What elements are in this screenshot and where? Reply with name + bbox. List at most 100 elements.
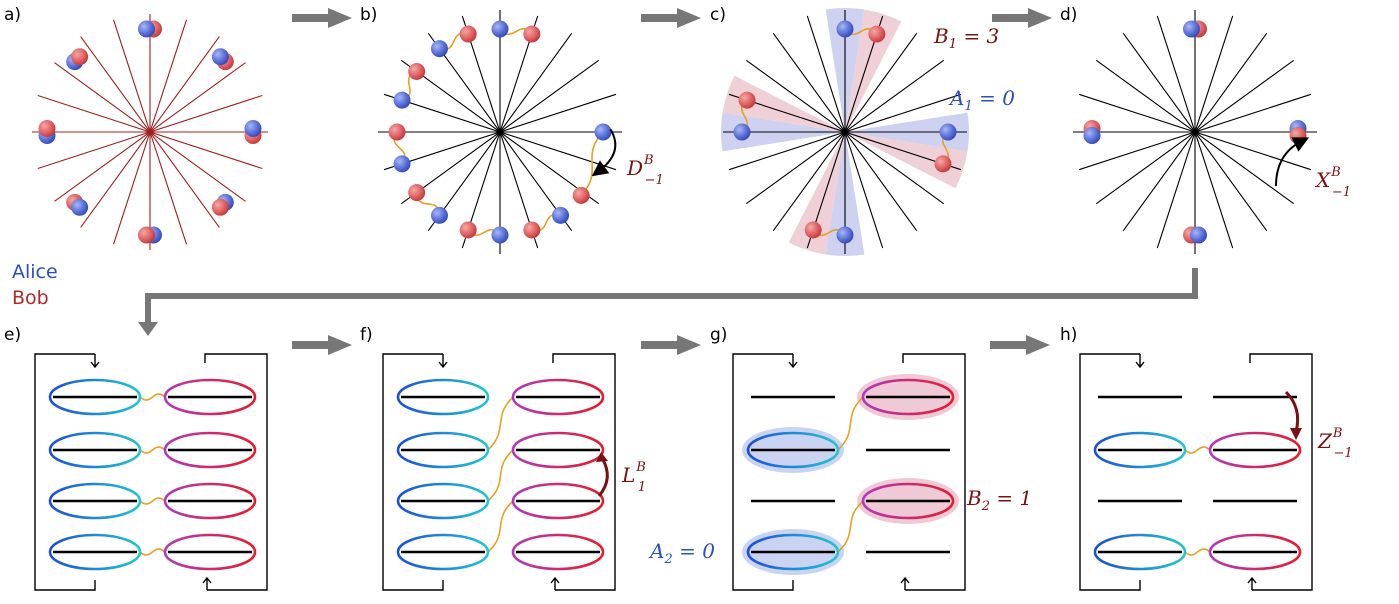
panel-e-bob-state xyxy=(163,482,257,520)
panel-g-alice-state xyxy=(746,533,840,571)
panel-e-frame-right xyxy=(204,353,268,591)
panel-c-sector-bob-3 xyxy=(845,132,968,189)
panel-label-f: f) xyxy=(360,325,373,345)
flow-arrow-icon xyxy=(138,322,158,336)
panel-f-link-2 xyxy=(487,500,514,553)
panel-b-bob-ball xyxy=(523,221,541,239)
panel-b-alice-ball xyxy=(552,206,570,224)
panel-a-pair-5-bob-ball xyxy=(71,48,89,66)
panel-h-alice-state xyxy=(1093,431,1187,469)
legend-bob: Bob xyxy=(12,287,49,309)
flow-arrow-icon xyxy=(641,8,701,28)
flow-arrow-icon xyxy=(292,335,352,355)
panel-g-frame-left xyxy=(732,353,794,591)
panel-b-alice-ball xyxy=(430,206,448,224)
panel-h-link-1 xyxy=(1184,548,1211,556)
panel-e-port-arrow-icon xyxy=(202,576,212,590)
panel-f-bob-state xyxy=(511,533,605,571)
panel-b-alice-ball xyxy=(491,20,509,38)
panel-e-bob-state xyxy=(163,431,257,469)
operator-h: ZB −1 xyxy=(1317,426,1353,461)
panel-b-bob-ball xyxy=(459,25,477,43)
panel-e-alice-state xyxy=(48,482,142,520)
panel-f-frame-right xyxy=(552,353,616,591)
panel-f-alice-state xyxy=(396,533,490,571)
operator-f: LB 1 xyxy=(621,460,646,495)
panel-b-ray xyxy=(383,93,617,171)
panel-g-frame-right xyxy=(902,353,966,591)
curved-arrow-icon xyxy=(596,452,608,462)
panel-d-pair-2-alice-ball xyxy=(1083,127,1101,144)
panel-a-pair-6-alice-ball xyxy=(71,198,89,216)
panel-e-alice-state xyxy=(48,378,142,416)
panel-g-bob-state xyxy=(861,482,955,520)
panel-e-link-2 xyxy=(139,497,166,505)
panel-c-bob-ball xyxy=(804,221,822,239)
panel-label-g: g) xyxy=(710,325,727,345)
panel-g-bob-state xyxy=(861,378,955,416)
panel-d-pair-0-alice-ball xyxy=(1183,20,1200,38)
panel-f-bob-state xyxy=(511,378,605,416)
panel-b-link-7 xyxy=(580,131,604,196)
panel-label-h: h) xyxy=(1060,325,1077,345)
panel-c-alice-ball xyxy=(733,123,751,141)
panel-h-bob-state xyxy=(1208,533,1302,571)
panel-label-b: b) xyxy=(360,5,377,25)
panel-a-pair-0-alice-ball xyxy=(138,20,155,38)
panel-f-link-1 xyxy=(487,449,514,502)
panel-g-port-arrow-icon xyxy=(900,576,910,590)
panel-c-bob-ball xyxy=(738,91,756,109)
panel-c-bob-ball xyxy=(868,25,886,43)
panel-c-alice-ball xyxy=(939,123,957,141)
panel-c-bob-ball xyxy=(934,155,952,173)
panel-c-sector-bob-0 xyxy=(845,9,902,133)
panel-e-frame-left xyxy=(34,353,96,591)
panel-f-alice-state xyxy=(396,378,490,416)
operator-b: DB −1 xyxy=(626,153,664,188)
panel-a-pair-7-bob-ball xyxy=(211,198,229,216)
panel-f-alice-state xyxy=(396,482,490,520)
panel-c-ray xyxy=(728,93,962,171)
legend-alice: Alice xyxy=(12,261,58,283)
panel-h-frame-left xyxy=(1079,353,1141,591)
panel-e-bob-state xyxy=(163,533,257,571)
panel-e-alice-state xyxy=(48,533,142,571)
panel-c-alice-ball xyxy=(836,226,854,244)
panel-a-ray xyxy=(37,95,263,169)
panel-a-pair-1-bob-ball xyxy=(138,226,155,244)
equation-bob-g: B2 = 1 xyxy=(966,486,1032,514)
operator-d: XB −1 xyxy=(1314,165,1351,200)
panel-f-port-arrow-icon xyxy=(438,354,448,369)
curved-arrow-icon xyxy=(1275,137,1310,187)
panel-b-bob-ball xyxy=(408,184,426,202)
panel-g-link-1 xyxy=(837,500,864,553)
panel-e-bob-state xyxy=(163,378,257,416)
panel-d-pair-3-bob-ball xyxy=(1289,127,1307,144)
panel-b-alice-ball xyxy=(393,155,411,173)
flow-arrow-icon xyxy=(641,335,701,355)
flow-arrow-icon xyxy=(292,8,352,28)
panel-d-pair-1-alice-ball xyxy=(1190,226,1207,244)
panel-h-port-arrow-icon xyxy=(1247,576,1257,590)
panel-b-bob-ball xyxy=(572,186,590,204)
panel-e-link-1 xyxy=(139,446,166,454)
flow-connector-line xyxy=(145,268,1198,325)
equation-alice-c: A1 = 0 xyxy=(948,86,1015,114)
panel-e-port-arrow-icon xyxy=(90,354,100,369)
panel-label-c: c) xyxy=(710,5,726,25)
panel-b-bob-ball xyxy=(408,62,426,80)
panel-b-bob-ball xyxy=(388,123,406,141)
panel-b-bob-ball xyxy=(523,25,541,43)
equation-alice-g: A2 = 0 xyxy=(648,539,715,567)
panel-d-ray xyxy=(1078,93,1312,171)
flow-arrow-icon xyxy=(990,335,1050,355)
flow-arrow-icon xyxy=(992,8,1052,28)
panel-b-alice-ball xyxy=(430,40,448,58)
panel-b-alice-ball xyxy=(594,123,612,141)
panel-h-bob-state xyxy=(1208,431,1302,469)
panel-b-alice-ball xyxy=(491,226,509,244)
panel-f-bob-state xyxy=(511,431,605,469)
panel-h-link-0 xyxy=(1184,446,1211,454)
panel-f-frame-left xyxy=(382,353,444,591)
